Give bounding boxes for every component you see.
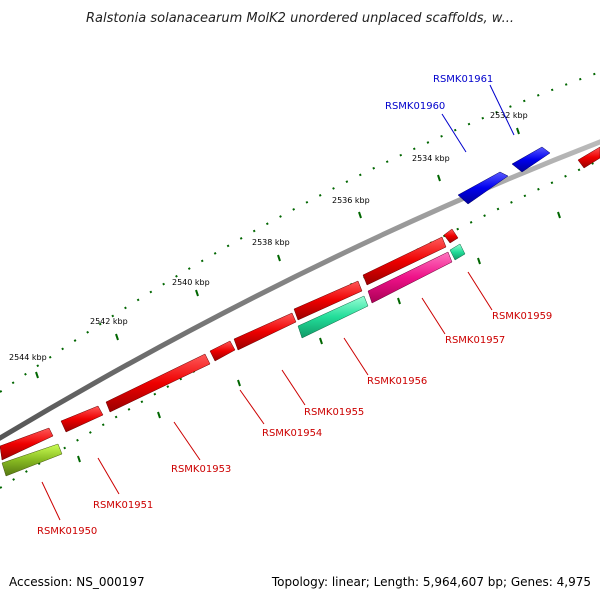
gene-arrow-rsmk01954[interactable]	[209, 340, 236, 362]
feature-bar-olive[interactable]	[1, 443, 63, 477]
gene-arrow-rsmk01957[interactable]	[362, 236, 447, 286]
gene-label-rsmk01954[interactable]: RSMK01954	[262, 428, 322, 439]
feature-bar-magenta[interactable]	[367, 251, 453, 304]
accession-text: Accession: NS_000197	[9, 575, 145, 589]
map-title: Ralstonia solanacearum MolK2 unordered u…	[86, 11, 514, 26]
outer-major-ticks	[35, 127, 520, 379]
gene-label-rsmk01950[interactable]: RSMK01950	[37, 526, 97, 537]
gene-label-rsmk01953[interactable]: RSMK01953	[171, 464, 231, 475]
scale-label-2532: 2532 kbp	[490, 111, 528, 120]
scale-label-2542: 2542 kbp	[90, 317, 128, 326]
gene-arrow-rsmk01956[interactable]	[293, 280, 363, 321]
feature-bar-teal-1[interactable]	[297, 295, 369, 339]
gene-arrow-rsmk01961[interactable]	[511, 146, 551, 173]
label-connectors	[41, 84, 515, 521]
scale-label-2544: 2544 kbp	[9, 353, 47, 362]
gene-label-rsmk01961[interactable]: RSMK01961	[433, 74, 493, 85]
gene-label-rsmk01960[interactable]: RSMK01960	[385, 101, 445, 112]
topology-text: Topology: linear; Length: 5,964,607 bp; …	[271, 575, 591, 589]
genome-backbone	[0, 139, 600, 441]
scale-label-2540: 2540 kbp	[172, 278, 210, 287]
gene-label-rsmk01959[interactable]: RSMK01959	[492, 311, 552, 322]
gene-arrow-rsmk01960[interactable]	[457, 171, 509, 205]
feature-bar-teal-2[interactable]	[449, 243, 466, 261]
gene-arrow-rsmk01953[interactable]	[105, 353, 211, 413]
gene-label-rsmk01951[interactable]: RSMK01951	[93, 500, 153, 511]
gene-arrow-rsmk01951[interactable]	[60, 405, 104, 433]
gene-arrow-edge[interactable]	[577, 146, 600, 169]
scale-label-2538: 2538 kbp	[252, 238, 290, 247]
gene-arrow-rsmk01950[interactable]	[0, 427, 54, 461]
gene-label-rsmk01957[interactable]: RSMK01957	[445, 335, 505, 346]
gene-label-rsmk01956[interactable]: RSMK01956	[367, 376, 427, 387]
gene-arrow-rsmk01955[interactable]	[233, 312, 297, 351]
gene-arrow-rsmk01959[interactable]	[443, 228, 459, 244]
inner-major-ticks	[77, 211, 561, 463]
outer-scale-track	[0, 71, 600, 393]
gene-label-rsmk01955[interactable]: RSMK01955	[304, 407, 364, 418]
scale-label-2534: 2534 kbp	[412, 154, 450, 163]
scale-label-2536: 2536 kbp	[332, 196, 370, 205]
